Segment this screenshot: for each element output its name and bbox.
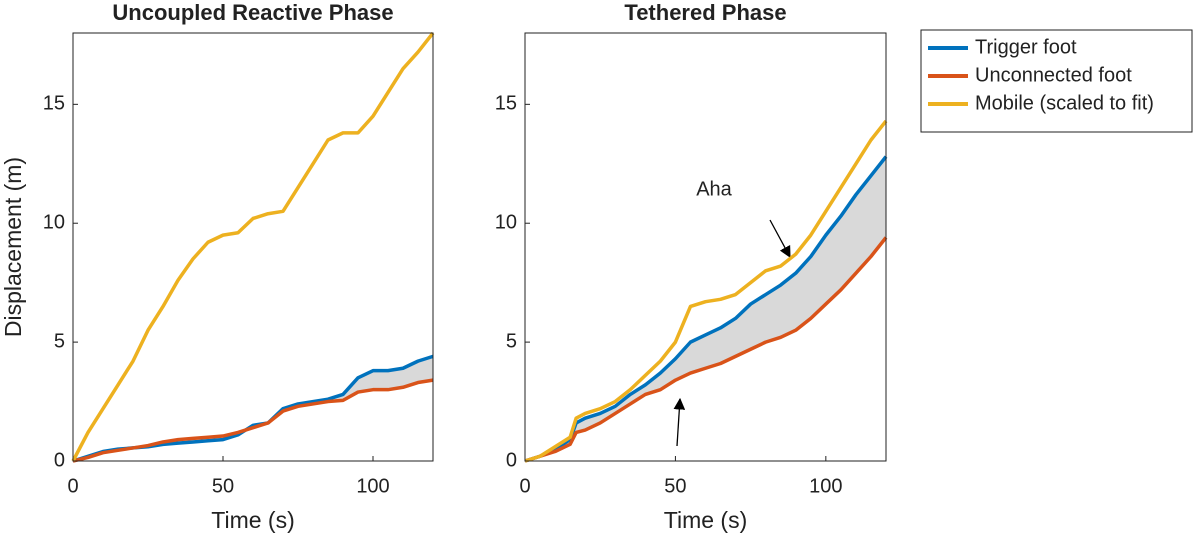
y-tick-label: 5 xyxy=(506,330,517,352)
y-tick-label: 0 xyxy=(506,449,517,471)
legend-label: Trigger foot xyxy=(975,36,1077,58)
annotation-arrow xyxy=(673,397,686,447)
legend-label: Unconnected foot xyxy=(975,64,1132,86)
x-axis-label: Time (s) xyxy=(211,507,294,533)
x-tick-label: 100 xyxy=(809,475,842,497)
x-tick-label: 0 xyxy=(67,475,78,497)
x-tick-label: 50 xyxy=(212,475,234,497)
x-tick-label: 100 xyxy=(356,475,389,497)
x-tick-label: 0 xyxy=(519,475,530,497)
chart-title: Tethered Phase xyxy=(624,0,786,25)
chart-title: Uncoupled Reactive Phase xyxy=(112,0,393,25)
y-tick-label: 0 xyxy=(54,449,65,471)
series-line xyxy=(72,378,434,463)
plot-frame xyxy=(72,32,434,462)
y-tick-label: 15 xyxy=(495,93,517,115)
legend-label: Mobile (scaled to fit) xyxy=(975,92,1154,114)
y-tick-label: 10 xyxy=(43,212,65,234)
y-tick-label: 15 xyxy=(43,93,65,115)
plot-frame xyxy=(524,32,887,462)
y-tick-label: 10 xyxy=(495,212,517,234)
annotation: Aha xyxy=(696,178,732,200)
annotation-arrow xyxy=(769,219,791,259)
series-line xyxy=(524,236,888,463)
y-tick-label: 5 xyxy=(54,330,65,352)
series-line xyxy=(524,119,888,463)
x-axis-label: Time (s) xyxy=(664,507,747,533)
series-line xyxy=(524,155,888,463)
series-line xyxy=(71,31,435,462)
y-axis-label: Displacement (m) xyxy=(0,157,26,337)
shaded-gap xyxy=(525,156,886,461)
x-tick-label: 50 xyxy=(664,475,686,497)
